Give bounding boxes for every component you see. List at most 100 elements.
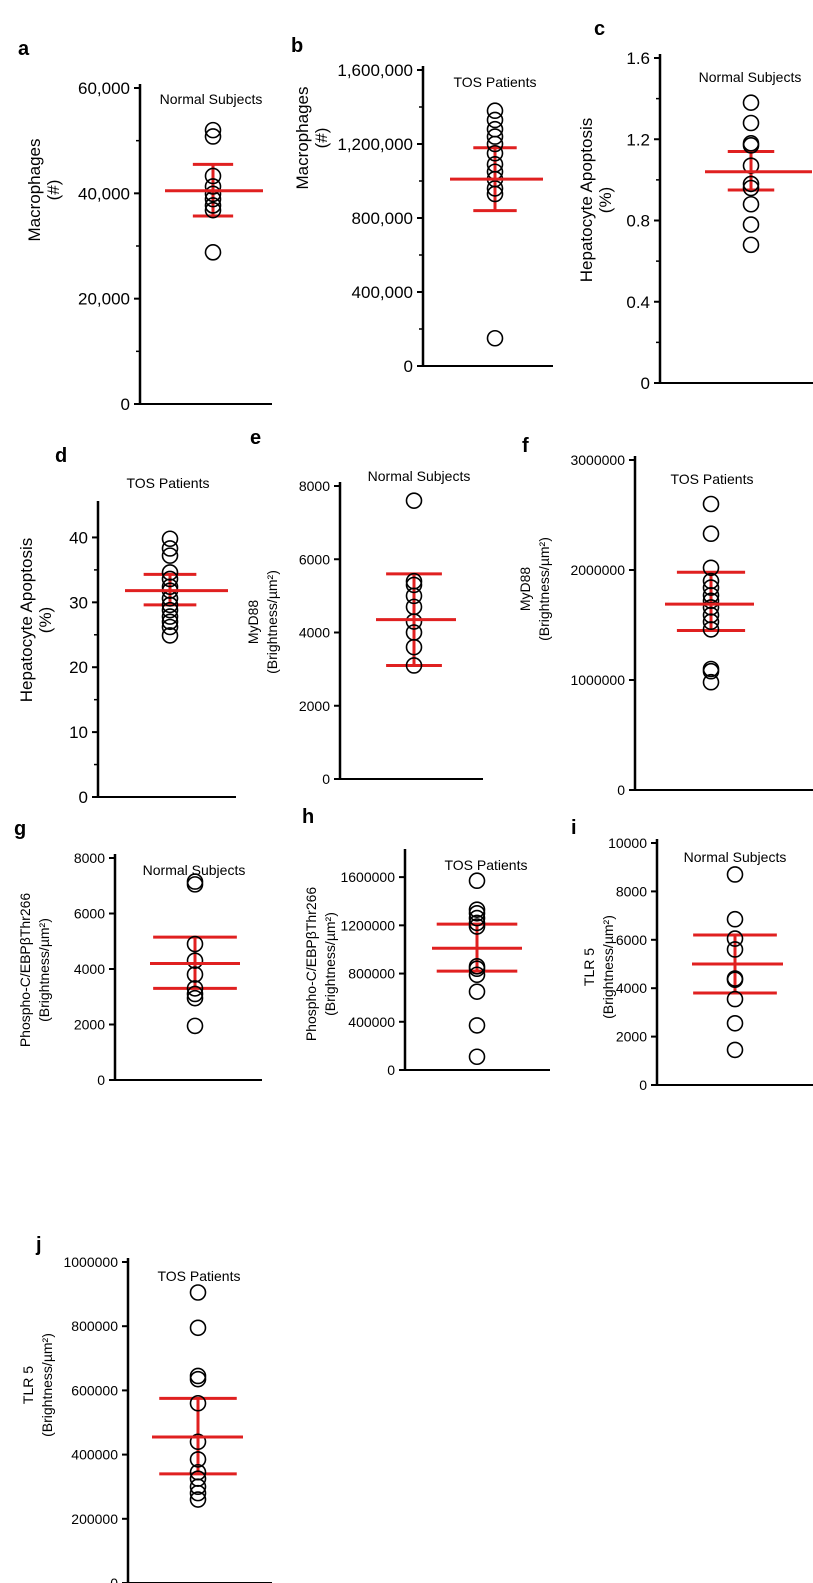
y-axis-title: Hepatocyte Apoptosis(%)	[577, 118, 615, 282]
y-tick-label: 20,000	[78, 290, 130, 309]
panel-f: f 0 1000000 2000000 3000000 TOS Patients MyD88…	[517, 435, 813, 798]
y-tick-label: 1,200,000	[337, 135, 413, 154]
y-axis-title-line: MyD88	[245, 600, 261, 645]
panel-letter: j	[35, 1234, 42, 1256]
y-axis-title-line: (Brightness/µm²)	[36, 918, 52, 1022]
data-point	[161, 627, 179, 644]
data-point	[204, 121, 222, 139]
data-point	[186, 876, 204, 893]
y-axis-title-line: MyD88	[517, 567, 533, 612]
y-tick-label: 1000000	[63, 1254, 118, 1270]
data-point	[161, 601, 179, 619]
data-point	[204, 185, 222, 203]
y-tick-label: 1.6	[626, 49, 650, 68]
data-point	[405, 587, 423, 605]
data-point	[726, 1014, 744, 1032]
y-tick-label: 400000	[71, 1447, 118, 1463]
y-axis-title: TLR 5 (Brightness/µm²)	[581, 915, 616, 1019]
group-label: Normal Subjects	[684, 849, 787, 865]
panel-letter: b	[291, 35, 303, 57]
data-point	[405, 657, 423, 674]
panel-g: g 0 2000 4000 6000 8000 Normal Subjects Phospho…	[14, 818, 262, 1088]
panel-b: b 0 400,000 800,000 1,200,000 1,600,000 TOS Pa…	[291, 35, 553, 376]
group-label: TOS Patients	[126, 475, 209, 491]
y-tick-label: 8000	[74, 850, 105, 866]
y-tick-label: 0	[641, 374, 650, 393]
data-point	[726, 971, 744, 989]
data-point	[486, 180, 504, 197]
y-tick-label: 10	[69, 723, 88, 742]
data-point	[702, 662, 720, 680]
data-point	[161, 608, 179, 625]
data-point	[742, 175, 760, 193]
data-point	[702, 579, 720, 596]
y-tick-label: 20	[69, 658, 88, 677]
y-tick-label: 0	[617, 782, 625, 798]
data-point	[726, 910, 744, 928]
panel-h: h 0 400000 800000 1200000 1600000 TOS Patients…	[302, 806, 550, 1078]
data-point	[486, 135, 504, 153]
data-point	[161, 578, 179, 596]
data-point	[189, 1433, 207, 1451]
y-axis-title-line: Macrophages	[293, 86, 312, 189]
data-point	[468, 914, 486, 932]
y-axis-title-line: (Brightness/µm²)	[600, 915, 616, 1019]
panel-c: c 0 0.4 0.8 1.2 1.6 Normal Subjects Hepatocyte …	[577, 18, 813, 393]
y-tick-label: 0	[387, 1062, 395, 1078]
y-tick-label: 8000	[299, 478, 330, 494]
y-axis-title-line: Hepatocyte Apoptosis	[17, 538, 36, 702]
data-point	[189, 1484, 207, 1502]
data-point	[186, 989, 204, 1007]
y-tick-label: 40,000	[78, 184, 130, 203]
y-tick-label: 0	[97, 1072, 105, 1088]
group-label: Normal Subjects	[699, 69, 802, 85]
y-tick-label: 60,000	[78, 79, 130, 98]
y-tick-label: 600000	[71, 1382, 118, 1398]
data-point	[204, 128, 222, 145]
data-point	[486, 329, 504, 347]
y-tick-label: 8000	[616, 883, 647, 899]
data-point	[468, 904, 486, 922]
panel-i: i 0 2000 4000 6000 8000 10000 Normal Subjects TL…	[571, 817, 813, 1093]
data-point	[161, 570, 179, 588]
data-point	[189, 1491, 207, 1508]
data-point	[486, 102, 504, 119]
data-point	[742, 216, 760, 233]
y-axis-title: MyD88 (Brightness/µm²)	[517, 537, 552, 641]
y-tick-label: 0	[322, 771, 330, 787]
data-point	[204, 201, 222, 219]
y-tick-label: 0	[79, 788, 88, 807]
panel-letter: h	[302, 806, 314, 828]
data-point	[405, 492, 423, 509]
data-point	[468, 966, 486, 984]
y-tick-label: 0	[110, 1575, 118, 1583]
y-axis-title-line: (#)	[44, 180, 63, 201]
data-point	[702, 559, 720, 577]
data-point	[468, 909, 486, 927]
y-axis-title-line: (#)	[312, 128, 331, 149]
y-tick-label: 1600000	[340, 869, 395, 885]
data-point	[189, 1451, 207, 1468]
y-tick-label: 200000	[71, 1511, 118, 1527]
data-point	[189, 1367, 207, 1385]
data-point	[702, 613, 720, 631]
data-point	[742, 195, 760, 213]
panel-letter: g	[14, 818, 26, 840]
data-point	[486, 185, 504, 203]
y-axis-title: Phospho-C/EBPβThr266 (Brightness/µm²)	[17, 893, 52, 1048]
y-tick-label: 30	[69, 593, 88, 612]
group-label: Normal Subjects	[368, 468, 471, 484]
y-tick-label: 800000	[348, 966, 395, 982]
data-point	[161, 613, 179, 631]
y-tick-label: 2000000	[570, 562, 625, 578]
data-point	[161, 618, 179, 636]
data-point	[189, 1319, 207, 1337]
y-axis-title: Macrophages(#)	[293, 86, 331, 189]
group-label: TOS Patients	[444, 857, 527, 873]
data-point	[742, 236, 760, 254]
y-tick-label: 0	[404, 357, 413, 376]
y-tick-label: 1200000	[340, 917, 395, 933]
y-tick-label: 800000	[71, 1318, 118, 1334]
data-point	[186, 966, 204, 983]
